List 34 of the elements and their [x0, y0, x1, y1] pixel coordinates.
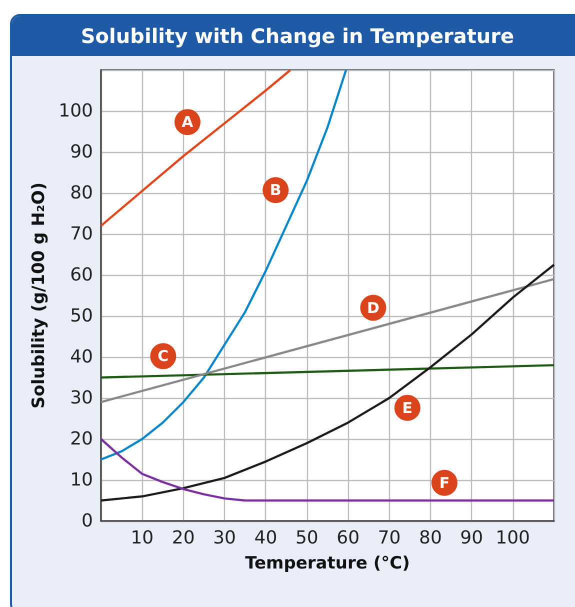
y-tick-label: 0	[82, 510, 93, 532]
y-tick-label: 40	[70, 346, 93, 368]
series-label: D	[366, 298, 380, 317]
series-label: E	[402, 398, 413, 417]
y-tick-label: 10	[70, 470, 93, 490]
x-tick-label: 100	[496, 528, 530, 548]
series-label: F	[439, 474, 450, 492]
x-axis-title: Temperature (°C)	[245, 554, 410, 574]
line-series	[100, 264, 556, 502]
y-tick-label: 20	[70, 428, 93, 450]
x-tick-label: 70	[378, 528, 401, 548]
series-label: A	[182, 113, 194, 132]
x-tick-label: 60	[336, 528, 360, 548]
line-series	[100, 438, 556, 502]
y-tick-label: 80	[70, 182, 93, 204]
chart-title: Solubility with Change in Temperature	[12, 16, 575, 56]
line-series	[100, 68, 348, 461]
x-tick-label: 10	[130, 528, 154, 548]
y-tick-label: 30	[70, 388, 93, 408]
x-tick-label: 50	[295, 528, 318, 548]
x-tick-label: 20	[172, 528, 195, 548]
x-tick-label: 40	[254, 528, 278, 548]
x-tick-label: 30	[213, 528, 236, 548]
y-tick-label: 60	[70, 264, 93, 286]
series-label: C	[158, 347, 169, 366]
x-tick-label: 80	[419, 528, 442, 548]
y-tick-label: 50	[70, 306, 93, 326]
y-axis-title: Solubility (g/100 g H₂O)	[29, 182, 50, 409]
x-tick-label: 90	[460, 528, 484, 548]
line-series	[100, 68, 292, 227]
y-tick-label: 100	[58, 100, 93, 122]
y-tick-label: 70	[70, 224, 93, 244]
y-tick-label: 90	[70, 142, 93, 162]
series-label: B	[270, 181, 282, 200]
